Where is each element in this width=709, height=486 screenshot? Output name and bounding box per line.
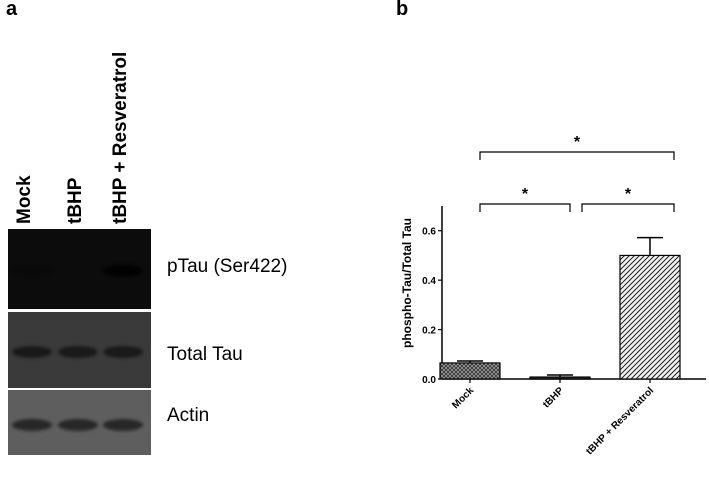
blot-label-actin: Actin bbox=[167, 405, 210, 426]
y-tick-label: 0.6 bbox=[422, 227, 436, 238]
y-axis-label: phospho-Tau/Total Tau bbox=[400, 218, 414, 348]
blot-band bbox=[58, 418, 98, 431]
blot-band bbox=[12, 265, 52, 277]
blot-ptau bbox=[8, 229, 151, 309]
bar-0 bbox=[439, 362, 501, 380]
significance-bracket-1 bbox=[581, 203, 675, 212]
blot-band bbox=[58, 346, 98, 358]
significance-star-0: * bbox=[522, 186, 529, 203]
significance-bracket-0 bbox=[479, 203, 571, 212]
blot-label-ptau: pTau (Ser422) bbox=[167, 256, 288, 277]
y-tick-label: 0.4 bbox=[422, 276, 436, 287]
blot-actin bbox=[8, 390, 151, 455]
x-tick-label-1: tBHP bbox=[541, 385, 566, 410]
panel-a-letter: a bbox=[6, 0, 18, 20]
bar-1 bbox=[529, 376, 591, 380]
panel-b-letter: b bbox=[396, 0, 409, 20]
blot-band bbox=[103, 346, 143, 358]
y-tick-label: 0.0 bbox=[422, 375, 436, 386]
bar-2 bbox=[619, 254, 681, 380]
x-tick-label-0: Mock bbox=[450, 385, 476, 411]
blot-band bbox=[103, 418, 143, 431]
blot-total-tau bbox=[8, 312, 151, 388]
x-tick-label-2: tBHP + Resveratrol bbox=[584, 385, 656, 457]
blot-label-total-tau: Total Tau bbox=[167, 344, 243, 365]
blot-band bbox=[103, 265, 143, 277]
significance-star-2: * bbox=[574, 134, 581, 151]
significance-star-1: * bbox=[625, 186, 632, 203]
y-tick-label: 0.2 bbox=[422, 326, 436, 337]
significance-bracket-2 bbox=[479, 151, 675, 160]
blot-band bbox=[12, 418, 52, 431]
blot-band bbox=[12, 346, 52, 358]
